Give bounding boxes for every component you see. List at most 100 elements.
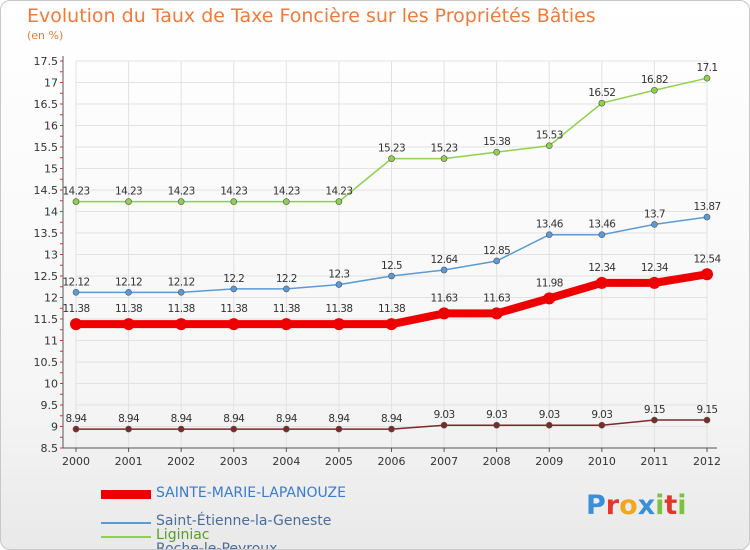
legend-swatch bbox=[101, 522, 151, 524]
data-point bbox=[177, 198, 185, 205]
y-tick-label: 12.5 bbox=[34, 270, 59, 283]
data-point bbox=[280, 318, 293, 331]
y-tick-label: 10.5 bbox=[34, 356, 59, 369]
data-point bbox=[598, 99, 606, 107]
data-label: 12.85 bbox=[483, 245, 510, 257]
y-tick-label: 13.5 bbox=[34, 227, 59, 240]
x-tick-label: 2009 bbox=[535, 455, 563, 468]
data-label: 12.12 bbox=[168, 276, 195, 288]
data-label: 8.94 bbox=[276, 413, 298, 425]
data-label: 12.54 bbox=[693, 253, 721, 265]
data-label: 13.46 bbox=[536, 219, 564, 231]
data-point bbox=[332, 318, 345, 331]
data-label: 12.64 bbox=[431, 254, 459, 266]
data-label: 12.12 bbox=[62, 276, 89, 288]
data-point bbox=[72, 198, 80, 205]
data-label: 14.23 bbox=[115, 186, 142, 198]
data-point bbox=[283, 198, 290, 205]
data-label: 15.23 bbox=[431, 143, 458, 155]
data-label: 8.94 bbox=[66, 413, 88, 425]
data-label: 8.94 bbox=[381, 413, 403, 425]
data-label: 11.38 bbox=[273, 303, 300, 315]
data-point bbox=[440, 421, 448, 429]
data-label: 9.03 bbox=[434, 409, 455, 421]
data-label: 11.38 bbox=[115, 303, 142, 315]
legend-item: Roche-le-Peyroux bbox=[101, 541, 421, 549]
data-point bbox=[385, 318, 398, 331]
y-tick-label: 15 bbox=[44, 163, 58, 176]
data-label: 13.7 bbox=[644, 208, 665, 220]
legend-label: Liginiac bbox=[156, 527, 210, 543]
x-tick-label: 2004 bbox=[272, 455, 300, 468]
data-label: 11.63 bbox=[431, 292, 458, 304]
data-label: 9.15 bbox=[644, 404, 665, 416]
data-point bbox=[335, 198, 343, 205]
legend-swatch bbox=[101, 536, 151, 538]
data-point bbox=[177, 289, 185, 296]
data-point bbox=[335, 281, 343, 288]
x-tick-label: 2007 bbox=[430, 455, 458, 468]
data-point bbox=[595, 276, 608, 289]
data-point bbox=[125, 198, 132, 205]
data-label: 9.03 bbox=[486, 409, 507, 421]
data-point bbox=[125, 425, 132, 433]
legend-item: Liginiac bbox=[101, 527, 421, 545]
data-point bbox=[230, 198, 238, 205]
data-point bbox=[72, 289, 80, 296]
data-point bbox=[543, 292, 556, 305]
data-label: 9.15 bbox=[697, 404, 718, 416]
x-tick-label: 2001 bbox=[115, 455, 143, 468]
logo-letter: i bbox=[655, 490, 665, 521]
data-point bbox=[125, 289, 132, 296]
data-label: 15.23 bbox=[378, 143, 405, 155]
data-label: 12.34 bbox=[641, 262, 669, 274]
data-point bbox=[388, 155, 395, 162]
y-tick-label: 16 bbox=[44, 120, 58, 133]
data-label: 11.38 bbox=[325, 303, 352, 315]
y-tick-label: 15.5 bbox=[34, 141, 59, 154]
data-label: 12.2 bbox=[276, 273, 297, 285]
data-point bbox=[703, 213, 711, 221]
data-point bbox=[438, 307, 451, 320]
data-label: 14.23 bbox=[62, 186, 89, 198]
logo-letter: x bbox=[637, 490, 656, 521]
logo-letter: P bbox=[586, 490, 606, 521]
data-label: 14.23 bbox=[220, 186, 247, 198]
data-label: 14.23 bbox=[273, 186, 300, 198]
data-label: 8.94 bbox=[223, 413, 245, 425]
logo-letter: i bbox=[677, 490, 687, 521]
logo-letter: t bbox=[664, 490, 678, 521]
data-label: 11.63 bbox=[483, 292, 510, 304]
x-tick-label: 2012 bbox=[693, 455, 721, 468]
data-label: 12.34 bbox=[588, 262, 616, 274]
legend-item: SAINTE-MARIE-LAPANOUZE bbox=[101, 485, 421, 503]
data-label: 13.87 bbox=[693, 201, 720, 213]
data-point bbox=[651, 221, 658, 228]
data-point bbox=[545, 231, 553, 239]
x-tick-label: 2003 bbox=[220, 455, 248, 468]
data-point bbox=[177, 425, 185, 433]
y-tick-label: 11.5 bbox=[34, 313, 59, 326]
data-label: 9.03 bbox=[539, 409, 560, 421]
y-tick-label: 14 bbox=[44, 206, 58, 219]
x-tick-label: 2011 bbox=[640, 455, 668, 468]
x-tick-label: 2000 bbox=[62, 455, 90, 468]
data-label: 12.2 bbox=[223, 273, 244, 285]
data-point bbox=[70, 318, 82, 331]
data-point bbox=[651, 416, 658, 424]
y-axis-unit: (en %) bbox=[27, 29, 64, 42]
data-label: 8.94 bbox=[328, 413, 350, 425]
y-tick-label: 11 bbox=[44, 335, 58, 348]
data-point bbox=[440, 155, 448, 162]
y-tick-label: 17.5 bbox=[34, 55, 59, 68]
x-tick-label: 2005 bbox=[325, 455, 353, 468]
y-tick-label: 12 bbox=[44, 292, 58, 305]
y-tick-label: 14.5 bbox=[34, 184, 59, 197]
data-label: 11.38 bbox=[378, 303, 405, 315]
data-point bbox=[175, 318, 188, 331]
data-point bbox=[493, 148, 500, 156]
y-tick-label: 16.5 bbox=[34, 98, 59, 111]
data-label: 15.38 bbox=[483, 136, 510, 148]
data-point bbox=[230, 425, 238, 433]
